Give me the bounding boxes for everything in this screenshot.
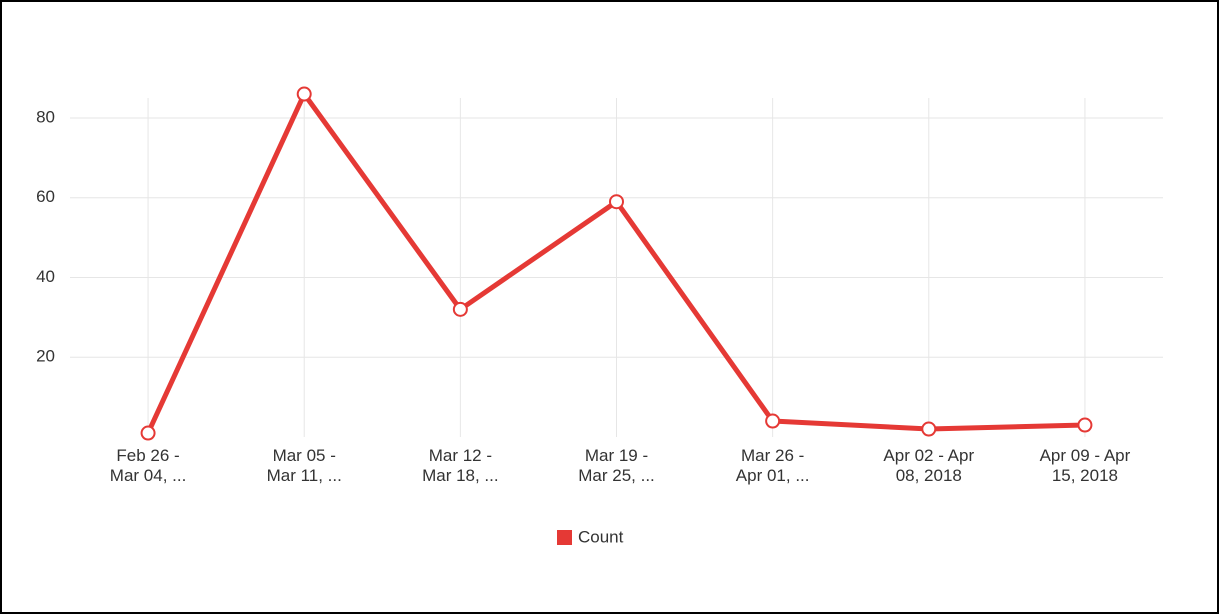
- legend-label: Count: [578, 527, 624, 546]
- point: [296, 86, 312, 102]
- point: [609, 194, 624, 210]
- x-tick-label: Apr 02 - Apr 08, 2018: [883, 446, 974, 485]
- x-tick-label-line: Mar 12 -: [429, 446, 492, 465]
- legend-swatch: [557, 530, 572, 545]
- x-tick-label: Mar 26 -Apr 01, ...: [736, 446, 810, 485]
- y-tick-label: 60: [36, 187, 55, 206]
- x-tick-label-line: Mar 11, ...: [267, 466, 342, 485]
- point: [921, 421, 937, 437]
- point: [452, 301, 468, 317]
- x-tick-label-line: Mar 18, ...: [422, 466, 499, 485]
- x-tick-label-line: Mar 04, ...: [110, 466, 187, 485]
- x-tick-label: Apr 09 - Apr 15, 2018: [1040, 446, 1131, 485]
- x-tick-label-line: 08, 2018: [896, 466, 962, 485]
- x-tick-label-line: 15, 2018: [1052, 466, 1118, 485]
- point: [765, 413, 781, 429]
- x-tick-label-line: Mar 05 -: [273, 446, 336, 465]
- x-tick-label-line: Mar 19 -: [585, 446, 648, 465]
- y-tick-label: 20: [36, 347, 55, 366]
- y-tick-label: 40: [36, 267, 55, 286]
- x-tick-label: Mar 19 -Mar 25, ...: [578, 446, 655, 485]
- x-tick-label-line: Mar 26 -: [741, 446, 804, 465]
- x-tick-label-line: Feb 26 -: [116, 446, 179, 465]
- x-tick-label-line: Apr 01, ...: [736, 466, 810, 485]
- point: [1077, 417, 1093, 433]
- x-tick-label-line: Mar 25, ...: [578, 466, 655, 485]
- x-tick-label: Feb 26 -Mar 04, ...: [110, 446, 187, 485]
- point: [140, 425, 156, 441]
- x-tick-label: Mar 12 -Mar 18, ...: [422, 446, 499, 485]
- x-tick-label: Mar 05 -Mar 11, ...: [267, 446, 342, 485]
- x-tick-label-line: Apr 09 - Apr: [1040, 446, 1131, 465]
- x-tick-label-line: Apr 02 - Apr: [883, 446, 974, 465]
- y-tick-label: 80: [36, 107, 55, 126]
